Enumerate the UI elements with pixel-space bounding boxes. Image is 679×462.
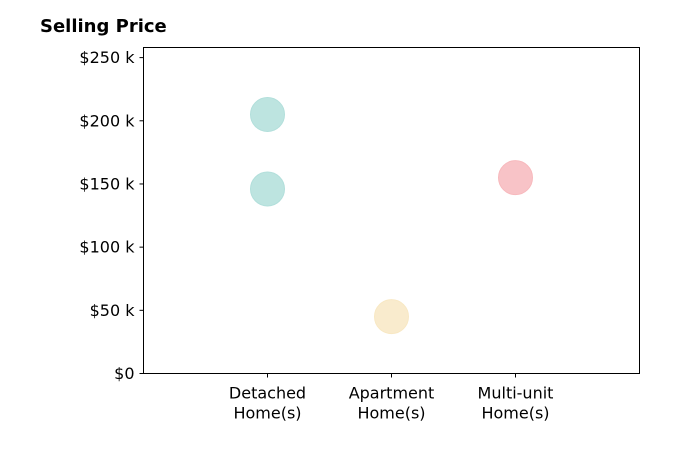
- points-layer: [250, 96, 533, 335]
- chart-title: Selling Price: [40, 16, 167, 37]
- data-point-2: [374, 299, 409, 335]
- y-tick-label-4: $200 k: [79, 111, 135, 130]
- y-tick-label-5: $250 k: [79, 48, 135, 67]
- x-tick-label-0: Detached Home(s): [229, 384, 306, 423]
- y-tick-label-1: $50 k: [90, 301, 136, 320]
- x-axis: Detached Home(s) Apartment Home(s) Multi-uni…: [229, 373, 554, 423]
- x-tick-label-2: Multi-unit Home(s): [478, 384, 554, 423]
- data-point-3: [498, 160, 533, 196]
- y-tick-label-3: $150 k: [79, 174, 135, 193]
- y-tick-label-0: $0: [114, 364, 134, 383]
- y-axis: $0 $50 k $100 k $150 k $200 k $250 k: [79, 48, 144, 383]
- x-tick-label-1: Apartment Home(s): [349, 384, 435, 423]
- data-point-0: [250, 96, 285, 132]
- data-point-1: [250, 171, 285, 207]
- y-tick-label-2: $100 k: [79, 238, 135, 257]
